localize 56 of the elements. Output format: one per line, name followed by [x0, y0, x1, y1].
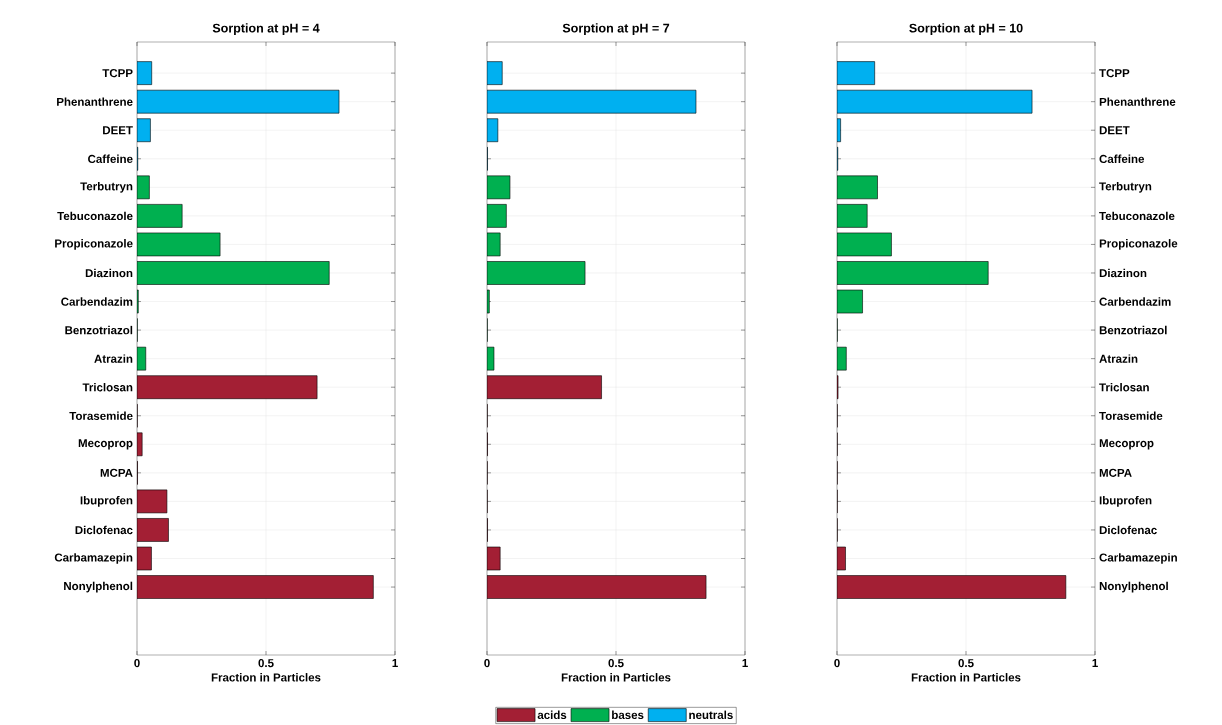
x-axis-title: Fraction in Particles — [561, 673, 671, 682]
chart-title: Sorption at pH = 7 — [562, 23, 670, 35]
y-tick-label: TCPP — [102, 69, 133, 78]
y-tick-label: DEET — [103, 126, 133, 135]
x-tick-label: 0.5 — [608, 659, 624, 668]
y-tick-label: Carbamazepin — [54, 553, 133, 564]
y-tick-label: Torasemide — [69, 411, 133, 420]
x-tick-label: 0 — [134, 659, 140, 668]
x-tick-label: 1 — [392, 659, 398, 667]
y-tick-label: Torasemide — [1099, 411, 1163, 420]
y-tick-label: Terbutryn — [80, 181, 133, 193]
y-tick-label: Diazinon — [1099, 268, 1147, 278]
y-tick-label: Atrazin — [1099, 354, 1138, 363]
y-tick-label: Triclosan — [1099, 382, 1149, 392]
y-tick-label: MCPA — [100, 468, 133, 477]
y-tick-label: Diazinon — [85, 268, 133, 278]
y-tick-label: Nonylphenol — [64, 581, 133, 593]
y-tick-label: Ibuprofen — [1099, 496, 1152, 507]
y-tick-label: Triclosan — [82, 382, 133, 392]
y-tick-label: Propiconazole — [55, 239, 133, 250]
y-tick-label: Phenanthrene — [57, 97, 133, 106]
x-axis-title: Fraction in Particles — [211, 673, 321, 682]
y-tick-label: Mecoprop — [78, 439, 133, 450]
x-tick-label: 0.5 — [958, 659, 974, 668]
x-tick-label: 0 — [834, 659, 840, 668]
y-tick-label: Tebuconazole — [1099, 211, 1175, 221]
y-tick-label: TCPP — [1099, 69, 1130, 78]
y-tick-label: Caffeine — [88, 154, 133, 163]
y-tick-label: Nonylphenol — [1099, 581, 1168, 593]
y-tick-label: Phenanthrene — [1099, 97, 1176, 106]
legend-label: acids — [537, 710, 567, 720]
chart-title: Sorption at pH = 10 — [909, 23, 1023, 35]
legend-label: bases — [612, 710, 644, 720]
x-axis-title: Fraction in Particles — [911, 673, 1021, 682]
y-tick-label: Ibuprofen — [80, 496, 133, 507]
y-tick-label: Carbendazim — [61, 297, 133, 306]
y-tick-label: Benzotriazol — [1099, 325, 1167, 335]
y-tick-label: Diclofenac — [75, 525, 133, 535]
y-tick-label: Tebuconazole — [57, 211, 133, 221]
y-tick-label: Caffeine — [1099, 154, 1145, 163]
y-tick-label: Terbutryn — [1099, 181, 1152, 193]
y-tick-label: DEET — [1099, 126, 1130, 135]
y-tick-label: Mecoprop — [1099, 439, 1154, 450]
chart-title: Sorption at pH = 4 — [212, 23, 320, 35]
y-tick-label: Atrazin — [94, 354, 133, 363]
y-tick-label: Propiconazole — [1099, 239, 1178, 250]
legend-label: neutrals — [689, 710, 733, 720]
y-tick-label: MCPA — [1099, 468, 1132, 477]
y-tick-label: Benzotriazol — [65, 325, 133, 335]
x-tick-label: 0 — [484, 659, 490, 668]
x-tick-label: 0.5 — [258, 659, 274, 668]
y-tick-label: Diclofenac — [1099, 525, 1157, 535]
x-tick-label: 1 — [742, 659, 748, 667]
y-tick-label: Carbamazepin — [1099, 553, 1177, 564]
x-tick-label: 1 — [1092, 659, 1098, 667]
y-tick-label: Carbendazim — [1099, 297, 1171, 306]
